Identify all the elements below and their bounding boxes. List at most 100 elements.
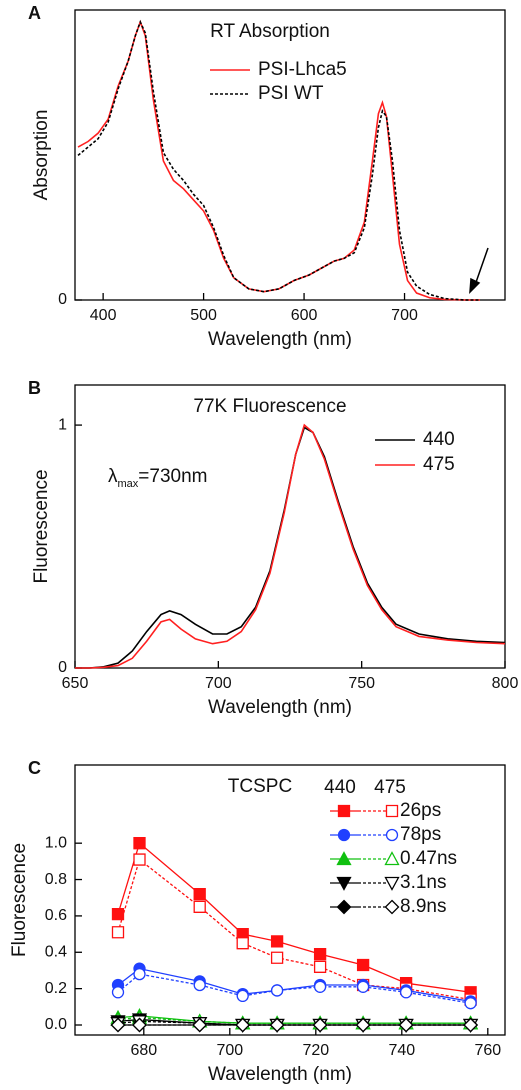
x-tick-label: 400 xyxy=(90,307,117,324)
marker xyxy=(270,935,284,948)
legend-label: PSI WT xyxy=(258,83,324,104)
marker xyxy=(270,984,284,997)
marker xyxy=(235,1017,251,1033)
x-tick-label: 800 xyxy=(492,675,519,692)
marker xyxy=(193,887,206,901)
marker xyxy=(193,978,206,992)
marker xyxy=(385,828,399,842)
marker xyxy=(133,853,146,866)
marker xyxy=(313,947,327,961)
data-line xyxy=(117,1017,471,1024)
marker xyxy=(336,876,352,891)
x-tick-label: 740 xyxy=(388,1042,415,1059)
marker xyxy=(384,851,400,866)
marker xyxy=(111,926,125,939)
marker xyxy=(110,1017,126,1033)
plot-frame xyxy=(74,9,506,301)
marker xyxy=(313,960,327,973)
marker xyxy=(111,907,125,921)
marker xyxy=(193,900,206,913)
x-tick-label: 700 xyxy=(205,675,232,692)
x-axis-label: Wavelength (nm) xyxy=(208,329,352,350)
data-line xyxy=(117,1020,471,1026)
marker xyxy=(336,899,352,915)
data-line xyxy=(77,19,480,301)
x-tick-label: 600 xyxy=(291,307,318,324)
marker xyxy=(384,876,400,891)
data-line xyxy=(117,973,471,1004)
marker xyxy=(133,837,146,850)
panel-label: B xyxy=(28,378,41,398)
panel-label: C xyxy=(28,758,41,778)
y-tick-label: 0.2 xyxy=(45,980,67,997)
annotation: λmax=730nm xyxy=(108,466,207,490)
marker xyxy=(463,1017,479,1033)
marker xyxy=(337,804,351,818)
marker xyxy=(399,986,413,999)
marker xyxy=(464,997,477,1010)
legend-label: 26ps xyxy=(400,800,441,821)
marker xyxy=(133,967,146,981)
chart-title: RT Absorption xyxy=(210,21,330,42)
marker xyxy=(270,951,284,964)
marker xyxy=(355,1017,371,1033)
marker xyxy=(312,1017,328,1033)
data-line xyxy=(75,423,506,669)
panel-label: A xyxy=(28,3,41,23)
chart-title: 77K Fluorescence xyxy=(193,396,346,417)
y-axis-label: Fluorescence xyxy=(9,843,30,957)
y-tick-label: 1.0 xyxy=(45,834,67,851)
legend-column-header: 440 xyxy=(324,777,356,798)
y-tick-label: 0 xyxy=(58,659,67,676)
marker xyxy=(236,989,249,1003)
marker xyxy=(336,851,352,866)
legend-column-header: 475 xyxy=(374,777,406,798)
x-tick-label: 760 xyxy=(474,1042,501,1059)
x-tick-label: 680 xyxy=(130,1042,157,1059)
marker xyxy=(111,986,125,999)
y-axis-label: Absorption xyxy=(31,110,52,201)
marker xyxy=(269,1017,285,1033)
x-axis-label: Wavelength (nm) xyxy=(208,1064,352,1085)
x-tick-label: 500 xyxy=(190,307,217,324)
marker xyxy=(384,899,400,915)
y-tick-label: 0 xyxy=(58,291,67,308)
legend-label: 3.1ns xyxy=(400,872,446,893)
x-tick-label: 720 xyxy=(302,1042,329,1059)
marker xyxy=(313,980,327,993)
x-tick-label: 700 xyxy=(391,307,418,324)
plot-frame xyxy=(74,384,506,669)
annotation-text: =730nm xyxy=(138,466,207,487)
marker xyxy=(337,828,351,842)
arrow-head xyxy=(469,277,481,294)
x-tick-label: 700 xyxy=(216,1042,243,1059)
x-tick-label: 650 xyxy=(62,675,89,692)
legend-label: 8.9ns xyxy=(400,896,446,917)
legend-label: PSI-Lhca5 xyxy=(258,59,347,80)
y-tick-label: 0.4 xyxy=(45,943,67,960)
y-tick-label: 0.6 xyxy=(45,907,67,924)
legend-label: 475 xyxy=(423,454,455,475)
marker xyxy=(398,1017,414,1033)
chart-title: TCSPC xyxy=(228,776,292,797)
y-tick-label: 0.8 xyxy=(45,871,67,888)
marker xyxy=(356,980,370,993)
marker xyxy=(356,958,370,972)
marker xyxy=(236,937,249,950)
marker xyxy=(132,1017,147,1033)
legend-label: 78ps xyxy=(400,824,441,845)
annotation-symbol: λ xyxy=(108,466,118,487)
x-tick-label: 750 xyxy=(348,675,375,692)
marker xyxy=(192,1017,208,1033)
arrow-annotation xyxy=(469,247,489,294)
annotation-subscript: max xyxy=(118,478,139,490)
y-tick-label: 0.0 xyxy=(45,1016,67,1033)
plot-frame xyxy=(74,764,506,1036)
legend-label: 0.47ns xyxy=(400,848,457,869)
y-tick-label: 1 xyxy=(58,416,67,433)
x-axis-label: Wavelength (nm) xyxy=(208,697,352,718)
marker xyxy=(385,804,399,818)
y-axis-label: Fluorescence xyxy=(31,469,52,583)
legend-label: 440 xyxy=(423,429,455,450)
